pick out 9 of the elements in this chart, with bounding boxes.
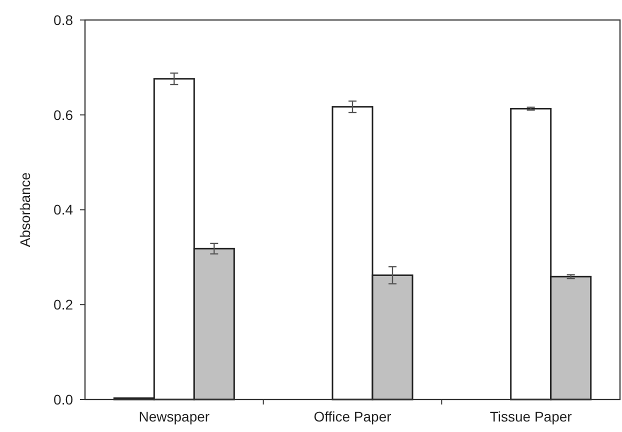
y-tick-label: 0.6 [54, 106, 74, 123]
x-tick-label: Office Paper [314, 408, 392, 424]
y-axis-title: Absorbance [17, 172, 33, 248]
x-tick-label: Tissue Paper [490, 408, 572, 424]
y-tick-label: 0.4 [54, 202, 74, 218]
y-tick-label: 0.2 [54, 296, 74, 313]
y-tick-label: 0.8 [54, 12, 74, 28]
x-tick-label: Newspaper [138, 408, 210, 424]
y-tick-label: 0.0 [54, 391, 74, 408]
